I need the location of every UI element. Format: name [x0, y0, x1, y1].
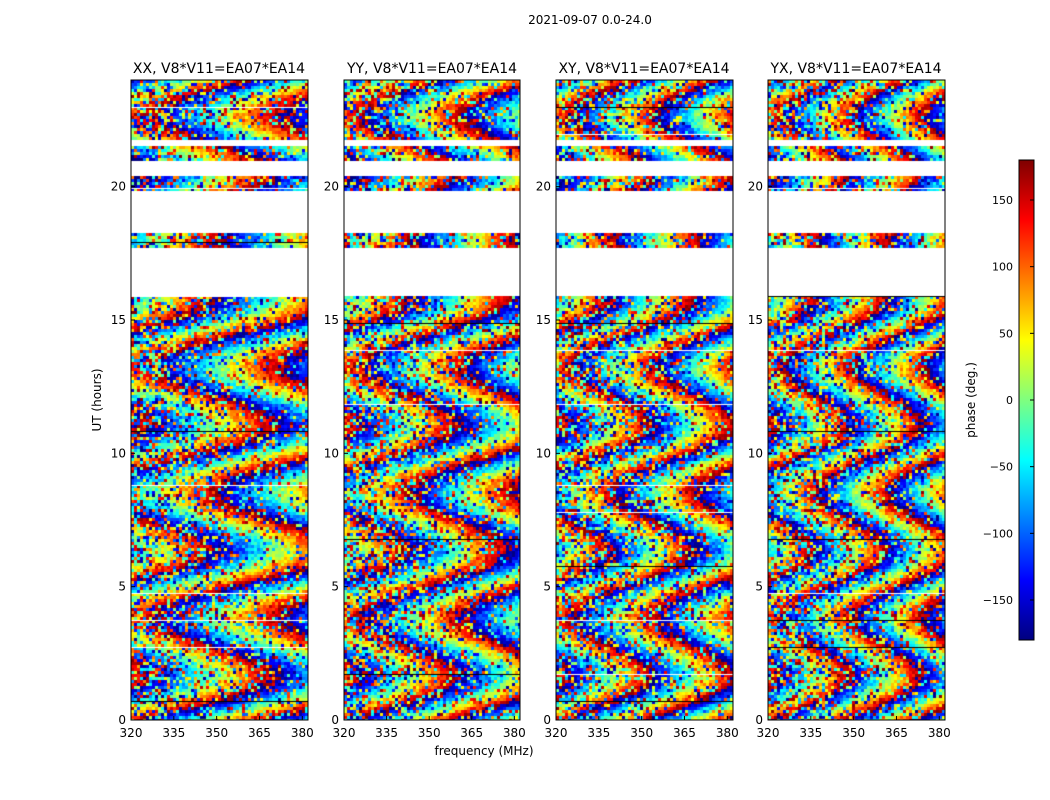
phase-heatmap-image — [768, 80, 945, 720]
y-tick-label: 0 — [331, 713, 339, 727]
phase-heatmap — [131, 80, 308, 720]
x-tick-label: 350 — [842, 726, 865, 740]
y-tick-label: 5 — [543, 580, 551, 594]
panel-title: YY, V8*V11=EA07*EA14 — [346, 61, 517, 77]
x-tick-label: 350 — [418, 726, 441, 740]
x-tick-label: 320 — [120, 726, 143, 740]
panel-xy: XY, V8*V11=EA07*EA14 320 335 350 365 380 0 5 10… — [536, 61, 739, 740]
panel-yx: YX, V8*V11=EA07*EA14 320 335 350 365 380 0 5 10… — [748, 61, 951, 740]
colorbar-label: phase (deg.) — [964, 362, 978, 438]
colorbar-tick-label: −50 — [990, 461, 1013, 474]
x-tick-label: 350 — [630, 726, 653, 740]
colorbar-tick-label: 100 — [992, 261, 1013, 274]
x-tick-label: 350 — [205, 726, 228, 740]
y-tick-label: 10 — [748, 446, 763, 460]
x-tick-label: 380 — [503, 726, 526, 740]
phase-heatmap-image — [344, 80, 520, 720]
colorbar: 150 100 50 0 −50 −100 −150 phase (deg.) — [964, 159, 1035, 641]
x-tick-label: 335 — [375, 726, 398, 740]
x-tick-label: 380 — [716, 726, 739, 740]
colorbar-tick-label: −150 — [983, 594, 1013, 607]
y-tick-label: 10 — [111, 446, 126, 460]
plot-frame — [130, 79, 309, 721]
x-tick-label: 335 — [162, 726, 185, 740]
y-tick-label: 10 — [324, 446, 339, 460]
x-tick-label: 320 — [545, 726, 568, 740]
y-tick-label: 0 — [118, 713, 126, 727]
y-tick-label: 15 — [111, 313, 126, 327]
y-tick-label: 0 — [755, 713, 763, 727]
y-tick-label: 20 — [324, 180, 339, 194]
plot-frame — [767, 79, 946, 721]
colorbar-tick-label: 0 — [1006, 394, 1013, 407]
y-tick-label: 15 — [748, 313, 763, 327]
x-tick-label: 320 — [333, 726, 356, 740]
panel-xx: XX, V8*V11=EA07*EA14 320 335 350 365 380 0 5 10… — [111, 61, 314, 740]
colorbar-tick-label: −100 — [983, 527, 1013, 540]
phase-heatmap — [768, 80, 945, 720]
x-tick-label: 380 — [291, 726, 314, 740]
phase-heatmap-image — [131, 80, 308, 720]
y-tick-label: 0 — [543, 713, 551, 727]
panel-yy: YY, V8*V11=EA07*EA14 320 335 350 365 380 0 5 10… — [324, 61, 526, 740]
y-tick-label: 15 — [324, 313, 339, 327]
y-tick-label: 20 — [536, 180, 551, 194]
x-tick-label: 365 — [460, 726, 483, 740]
y-tick-label: 5 — [118, 580, 126, 594]
x-tick-label: 335 — [587, 726, 610, 740]
x-tick-label: 365 — [885, 726, 908, 740]
phase-heatmap — [344, 80, 520, 720]
x-tick-label: 380 — [928, 726, 951, 740]
colorbar-tick-label: 50 — [999, 327, 1013, 340]
phase-heatmap — [556, 80, 733, 720]
plot-frame — [343, 79, 521, 721]
phase-heatmap-image — [556, 80, 733, 720]
y-tick-label: 20 — [748, 180, 763, 194]
panel-title: XY, V8*V11=EA07*EA14 — [558, 61, 729, 77]
colorbar-tick-label: 150 — [992, 194, 1013, 207]
y-tick-label: 5 — [755, 580, 763, 594]
plot-frame — [555, 79, 734, 721]
x-tick-label: 335 — [799, 726, 822, 740]
panel-title: YX, V8*V11=EA07*EA14 — [769, 61, 941, 77]
x-tick-label: 365 — [673, 726, 696, 740]
x-axis-label: frequency (MHz) — [434, 744, 533, 758]
y-tick-label: 5 — [331, 580, 339, 594]
y-tick-label: 15 — [536, 313, 551, 327]
x-tick-label: 320 — [757, 726, 780, 740]
x-tick-label: 365 — [248, 726, 271, 740]
y-tick-label: 10 — [536, 446, 551, 460]
y-axis-label: UT (hours) — [90, 368, 104, 431]
y-tick-label: 20 — [111, 180, 126, 194]
panel-title: XX, V8*V11=EA07*EA14 — [133, 61, 305, 77]
figure-suptitle: 2021-09-07 0.0-24.0 — [528, 13, 652, 27]
